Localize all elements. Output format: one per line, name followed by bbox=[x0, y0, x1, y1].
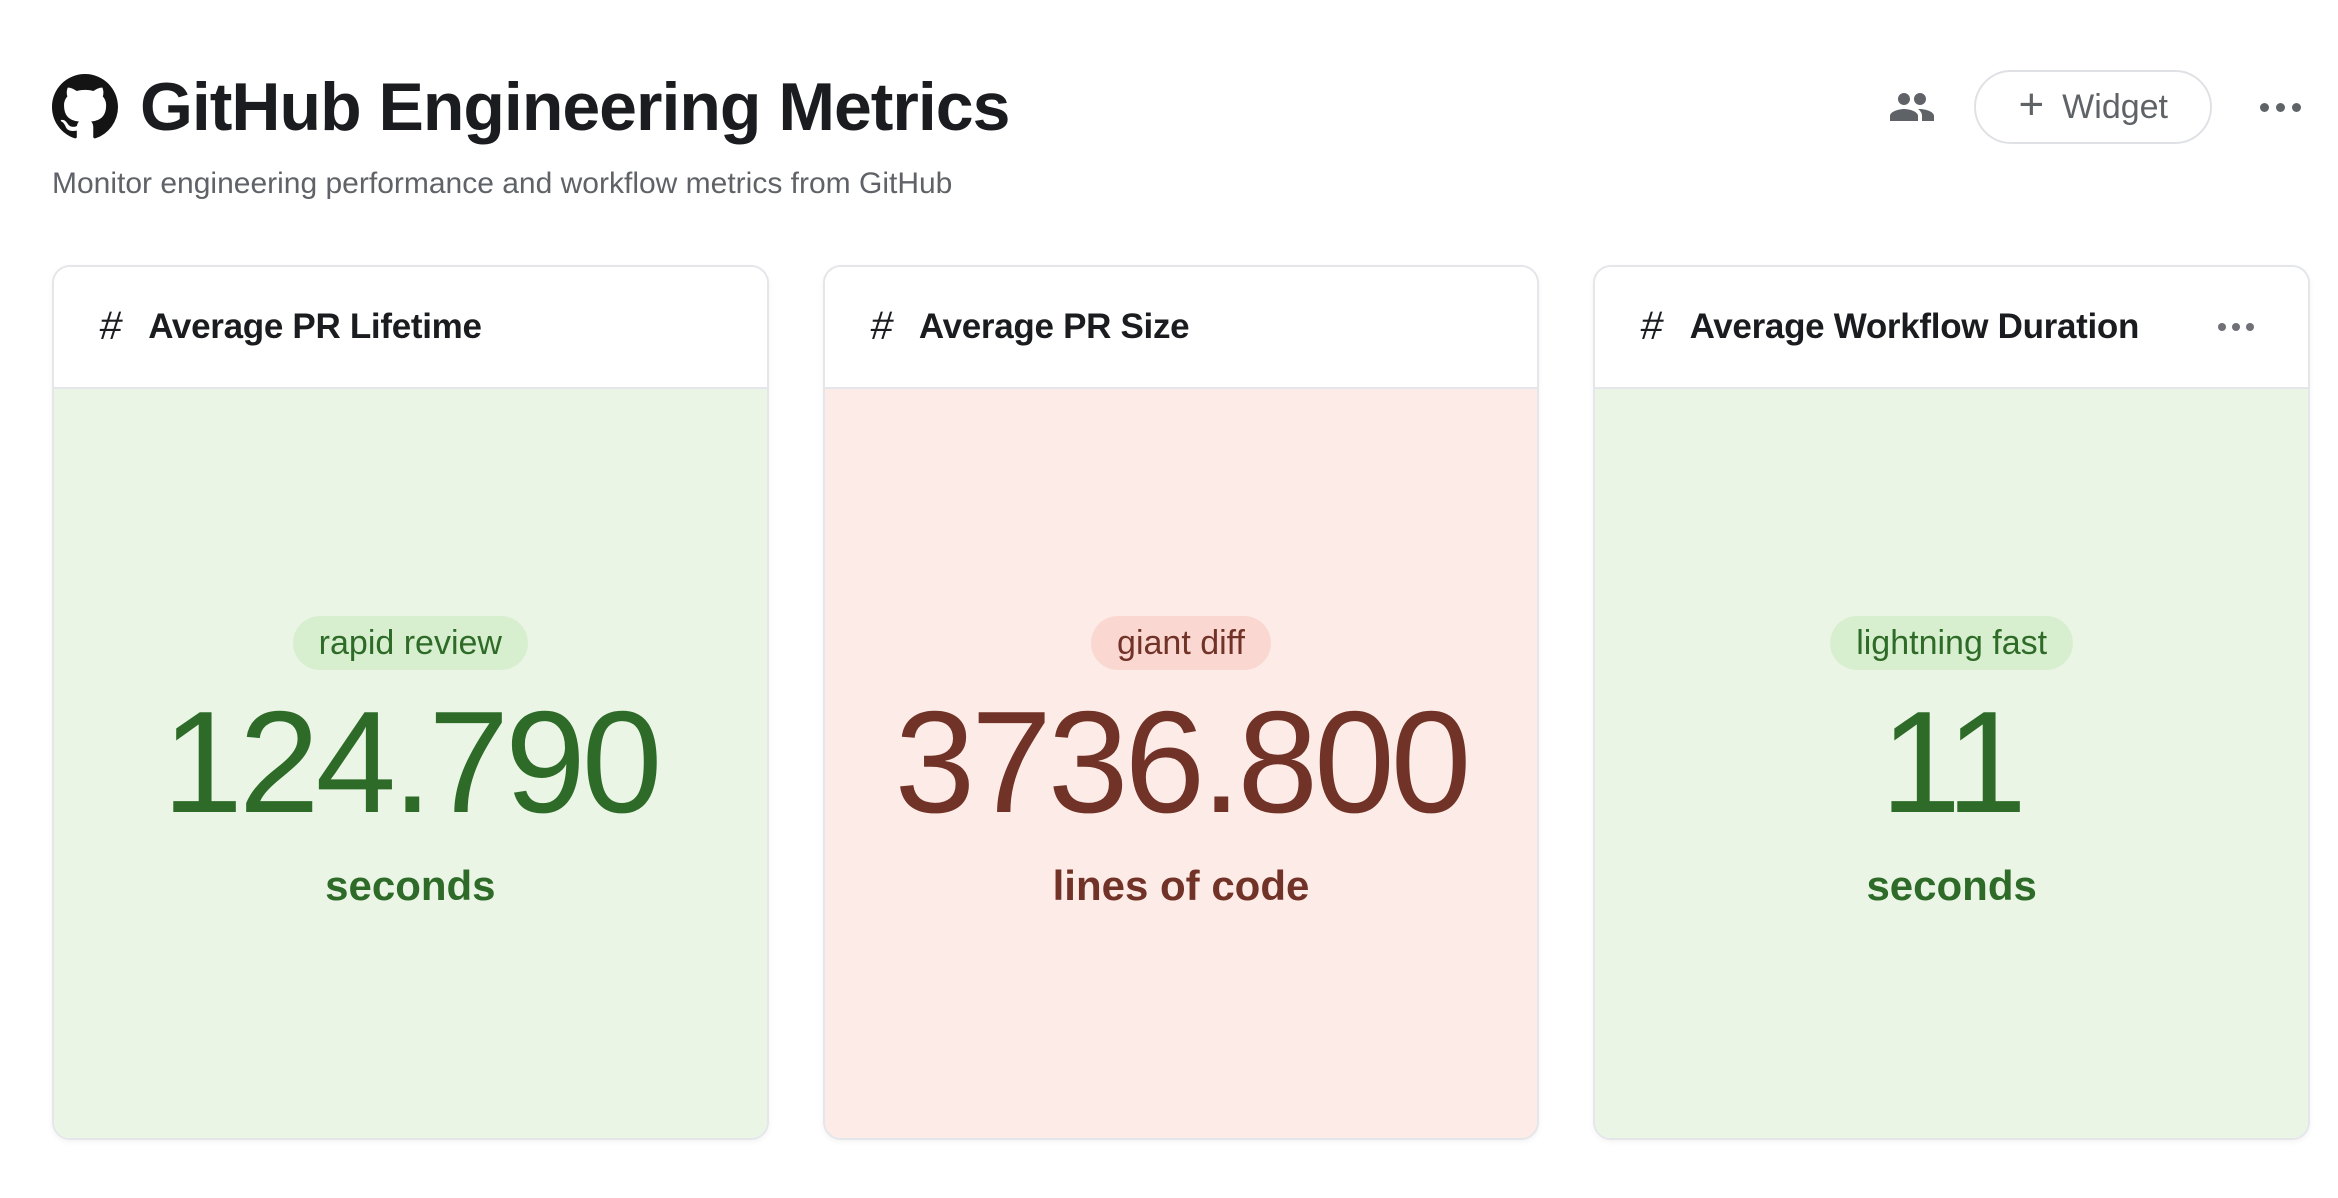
add-widget-label: Widget bbox=[2062, 87, 2168, 126]
card-header: # Average Workflow Duration bbox=[1595, 266, 2308, 389]
metric-card-average-workflow-duration: # Average Workflow Duration lightning fa… bbox=[1593, 264, 2310, 1140]
metric-unit: seconds bbox=[325, 862, 496, 910]
metric-value: 3736.800 bbox=[894, 681, 1472, 844]
metric-unit: lines of code bbox=[1052, 862, 1310, 910]
card-header: # Average PR Lifetime bbox=[54, 266, 767, 389]
status-badge: rapid review bbox=[292, 616, 528, 671]
card-title: Average PR Size bbox=[918, 306, 1190, 346]
metric-card-average-pr-size: # Average PR Size giant diff 3736.800 li… bbox=[822, 264, 1540, 1140]
plus-icon: + bbox=[2018, 80, 2045, 129]
widgets-grid: # Average PR Lifetime rapid review 124.7… bbox=[0, 264, 2338, 1140]
header-actions: + Widget bbox=[1888, 70, 2310, 144]
hash-icon: # bbox=[97, 304, 125, 349]
card-body: lightning fast 11 seconds bbox=[1595, 388, 2308, 1138]
more-options-button[interactable] bbox=[2250, 87, 2310, 127]
card-body: rapid review 124.790 seconds bbox=[54, 388, 767, 1138]
card-menu-button[interactable] bbox=[2210, 309, 2262, 345]
ellipsis-icon bbox=[2275, 102, 2285, 112]
metric-value: 124.790 bbox=[162, 681, 662, 844]
title-row: GitHub Engineering Metrics bbox=[52, 69, 1010, 145]
hash-icon: # bbox=[868, 304, 896, 349]
page-subtitle: Monitor engineering performance and work… bbox=[52, 166, 953, 200]
status-badge: giant diff bbox=[1091, 616, 1271, 671]
metric-value: 11 bbox=[1880, 681, 2027, 844]
github-logo-icon bbox=[52, 74, 118, 140]
card-title: Average PR Lifetime bbox=[148, 306, 482, 346]
add-widget-button[interactable]: + Widget bbox=[1974, 70, 2212, 144]
card-title: Average Workflow Duration bbox=[1689, 306, 2140, 346]
title-block: GitHub Engineering Metrics Monitor engin… bbox=[52, 69, 1010, 201]
metric-unit: seconds bbox=[1866, 862, 2037, 910]
people-icon[interactable] bbox=[1888, 83, 1936, 131]
hash-icon: # bbox=[1639, 304, 1666, 349]
ellipsis-icon bbox=[2232, 322, 2240, 331]
card-header: # Average PR Size bbox=[824, 266, 1538, 389]
metric-card-average-pr-lifetime: # Average PR Lifetime rapid review 124.7… bbox=[52, 264, 769, 1140]
page-title: GitHub Engineering Metrics bbox=[140, 69, 1010, 145]
status-badge: lightning fast bbox=[1830, 616, 2074, 671]
page-header: GitHub Engineering Metrics Monitor engin… bbox=[0, 0, 2338, 201]
card-body: giant diff 3736.800 lines of code bbox=[824, 388, 1538, 1138]
